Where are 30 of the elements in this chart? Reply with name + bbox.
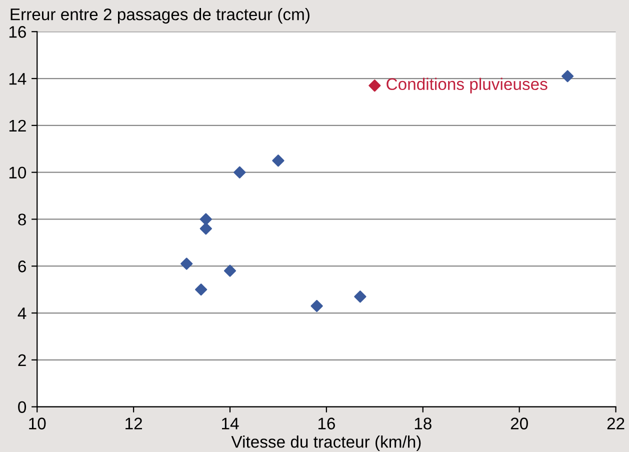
point (200, 213, 212, 226)
point (224, 264, 236, 277)
point (194, 283, 208, 296)
x-tick-label: 12 (126, 418, 142, 430)
x-tick-label: 16 (318, 418, 335, 430)
y-tick-label: 6 (18, 260, 26, 272)
x-tick-label: 10 (29, 418, 46, 430)
x-tick-label: 22 (607, 418, 624, 430)
point (272, 154, 284, 167)
y-tick-label: 16 (9, 26, 26, 38)
y-tick-label: 8 (18, 214, 26, 226)
y-axis-title: Erreur entre 2 passages de tracteur (cm) (10, 8, 310, 24)
y-tick-label: 0 (18, 401, 26, 414)
point (180, 258, 193, 270)
x-tick-label: 18 (414, 418, 432, 430)
y-tick-label: 2 (18, 354, 26, 366)
series-label: Conditions pluvieuses (386, 78, 548, 94)
point (310, 300, 323, 312)
x-axis-title: Vitesse du tracteur (km/h) (231, 436, 421, 452)
y-tick-label: 4 (18, 308, 26, 320)
point (561, 70, 574, 82)
y-tick-label: 12 (9, 120, 26, 132)
point (368, 79, 381, 92)
point (354, 290, 366, 303)
y-tick-label: 14 (9, 73, 26, 85)
x-tick-label: 20 (510, 418, 528, 430)
y-tick-label: 10 (9, 166, 26, 179)
point (234, 166, 246, 178)
point (200, 222, 212, 235)
x-tick-label: 14 (222, 418, 239, 430)
